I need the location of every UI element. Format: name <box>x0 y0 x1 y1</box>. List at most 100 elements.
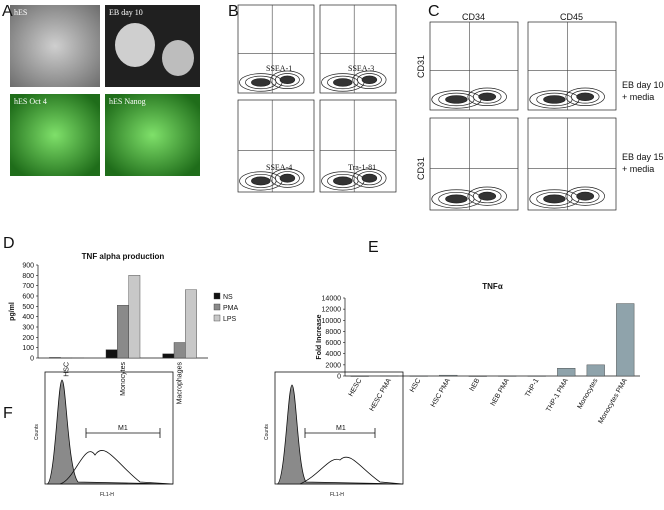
contour <box>576 92 595 102</box>
axis-label: pg/ml <box>9 302 16 321</box>
contour <box>467 87 507 106</box>
gate-label: M1 <box>118 425 128 432</box>
bar <box>409 375 428 377</box>
colony <box>162 40 194 76</box>
flow-plot <box>237 4 315 94</box>
x-tick-label: Monocytes PMA <box>597 377 629 425</box>
contour <box>352 168 387 188</box>
y-tick-label: 10000 <box>322 318 342 325</box>
contour <box>478 191 497 201</box>
colony <box>115 23 155 67</box>
bar <box>439 374 458 377</box>
flow-plot <box>429 21 519 111</box>
row-label: EB day 15 <box>622 152 664 162</box>
axis-label: FL1-H <box>100 492 114 498</box>
image-label: hES Oct 4 <box>14 97 47 106</box>
bar <box>498 375 517 377</box>
micrograph <box>105 94 200 176</box>
flow-plot <box>527 21 617 111</box>
bar <box>162 353 175 359</box>
bar <box>105 349 118 359</box>
bar <box>117 305 129 359</box>
y-tick-label: 700 <box>22 283 34 290</box>
legend-swatch <box>213 292 221 300</box>
contour <box>251 78 271 87</box>
flow-plot <box>319 4 397 94</box>
row-label: + media <box>622 164 654 174</box>
y-tick-label: 12000 <box>322 307 342 314</box>
y-tick-label: 0 <box>30 356 34 363</box>
x-tick-label: HSC <box>63 362 70 377</box>
contour <box>543 95 566 104</box>
bar <box>185 289 197 359</box>
axis-label: Counts <box>34 424 40 440</box>
axis-label: CD31 <box>416 55 426 78</box>
contour <box>333 176 353 186</box>
contour <box>543 194 566 204</box>
y-tick-label: 4000 <box>325 351 341 358</box>
row-label: + media <box>622 92 654 102</box>
marker-label: SSEA-4 <box>266 163 292 172</box>
x-tick-label: Monocytes <box>120 362 127 396</box>
axis-label: FL1-H <box>330 492 344 498</box>
bar <box>49 357 61 359</box>
contour <box>270 168 305 188</box>
panel-label: E <box>368 239 379 256</box>
contour <box>357 73 382 87</box>
flow-plot <box>527 117 617 211</box>
panel-label: B <box>228 3 239 20</box>
contour <box>270 70 305 89</box>
chart-title: TNFα <box>482 282 503 291</box>
y-tick-label: 600 <box>22 294 34 301</box>
micrograph <box>10 5 100 87</box>
bar <box>173 342 186 359</box>
panel-label: D <box>3 235 15 252</box>
column-label: CD45 <box>560 12 583 22</box>
contour <box>570 90 600 104</box>
axis-label: CD31 <box>416 157 426 180</box>
x-tick-label: hEB <box>469 377 482 392</box>
axis-label: Counts <box>264 424 270 440</box>
contour <box>565 87 605 106</box>
y-tick-label: 300 <box>22 325 34 332</box>
y-tick-label: 400 <box>22 314 34 321</box>
contour <box>445 194 468 204</box>
y-tick-label: 200 <box>22 335 34 342</box>
x-tick-label: HSC <box>409 378 422 394</box>
y-tick-label: 900 <box>22 263 34 270</box>
contour <box>361 173 378 183</box>
y-tick-label: 100 <box>22 345 34 352</box>
chart-title: TNF alpha production <box>82 252 165 261</box>
column-label: CD34 <box>462 12 485 22</box>
y-tick-label: 800 <box>22 273 34 280</box>
panel-label: A <box>2 3 13 20</box>
contour <box>333 78 353 87</box>
x-tick-label: HESC <box>348 378 364 398</box>
row-label: EB day 10 <box>622 80 664 90</box>
panel-label: F <box>3 405 13 422</box>
contour <box>357 171 382 186</box>
contour <box>478 92 497 102</box>
contour <box>472 189 502 204</box>
bar <box>71 357 84 359</box>
contour <box>570 189 600 204</box>
marker-label: SSEA-1 <box>266 64 292 73</box>
x-tick-label: HSC PMA <box>430 377 452 408</box>
legend-label: PMA <box>223 305 239 312</box>
gate-label: M1 <box>336 425 346 432</box>
bar <box>586 364 605 377</box>
y-tick-label: 2000 <box>325 362 341 369</box>
x-tick-label: THP-1 <box>524 377 540 398</box>
x-tick-label: Monocytes <box>576 377 599 410</box>
contour <box>361 75 378 85</box>
marker-label: SSEA-3 <box>348 64 374 73</box>
contour <box>467 186 507 206</box>
contour <box>445 95 468 104</box>
x-tick-label: Macrophages <box>177 362 184 405</box>
histogram <box>44 371 404 485</box>
y-tick-label: 6000 <box>325 340 341 347</box>
x-tick-label: hEB PMA <box>490 377 511 407</box>
bar <box>350 375 369 377</box>
flow-plot <box>319 99 397 193</box>
